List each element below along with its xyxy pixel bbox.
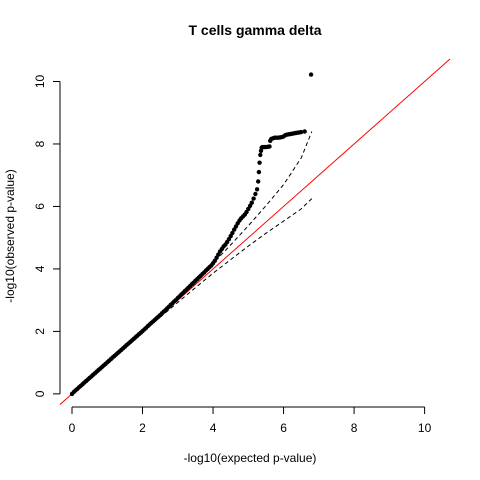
data-point (299, 129, 304, 135)
data-point (230, 230, 235, 236)
y-tick-label: 0 (33, 390, 47, 397)
y-tick-label: 2 (33, 328, 47, 335)
x-tick-label: 4 (210, 421, 217, 435)
data-point (244, 209, 249, 215)
chart-title: T cells gamma delta (188, 22, 321, 38)
x-tick-label: 10 (418, 421, 432, 435)
x-tick-label: 2 (139, 421, 146, 435)
data-point (216, 252, 221, 257)
data-point (267, 144, 272, 149)
data-point (257, 160, 262, 165)
y-axis-label: -log10(observed p-value) (3, 169, 17, 302)
y-tick-label: 8 (33, 140, 47, 147)
data-point (232, 227, 237, 232)
x-tick-label: 6 (280, 421, 287, 435)
data-point (251, 196, 256, 201)
y-tick-label: 10 (33, 74, 47, 88)
data-point (308, 72, 314, 77)
y-tick-label: 6 (33, 203, 47, 210)
data-point (258, 152, 263, 158)
data-point (256, 179, 261, 184)
x-tick-label: 0 (69, 421, 76, 435)
data-point (256, 169, 262, 175)
data-points (69, 72, 314, 397)
data-point (254, 187, 260, 192)
x-tick-label: 8 (351, 421, 358, 435)
y-tick-label: 4 (33, 265, 47, 272)
axes: 0 2 4 6 8 10 0 2 4 6 8 10 (33, 74, 431, 435)
confidence-band-lower (159, 198, 313, 318)
data-point (249, 200, 254, 205)
x-axis-label: -log10(expected p-value) (184, 451, 317, 465)
data-point (253, 191, 258, 197)
data-point (302, 129, 307, 134)
